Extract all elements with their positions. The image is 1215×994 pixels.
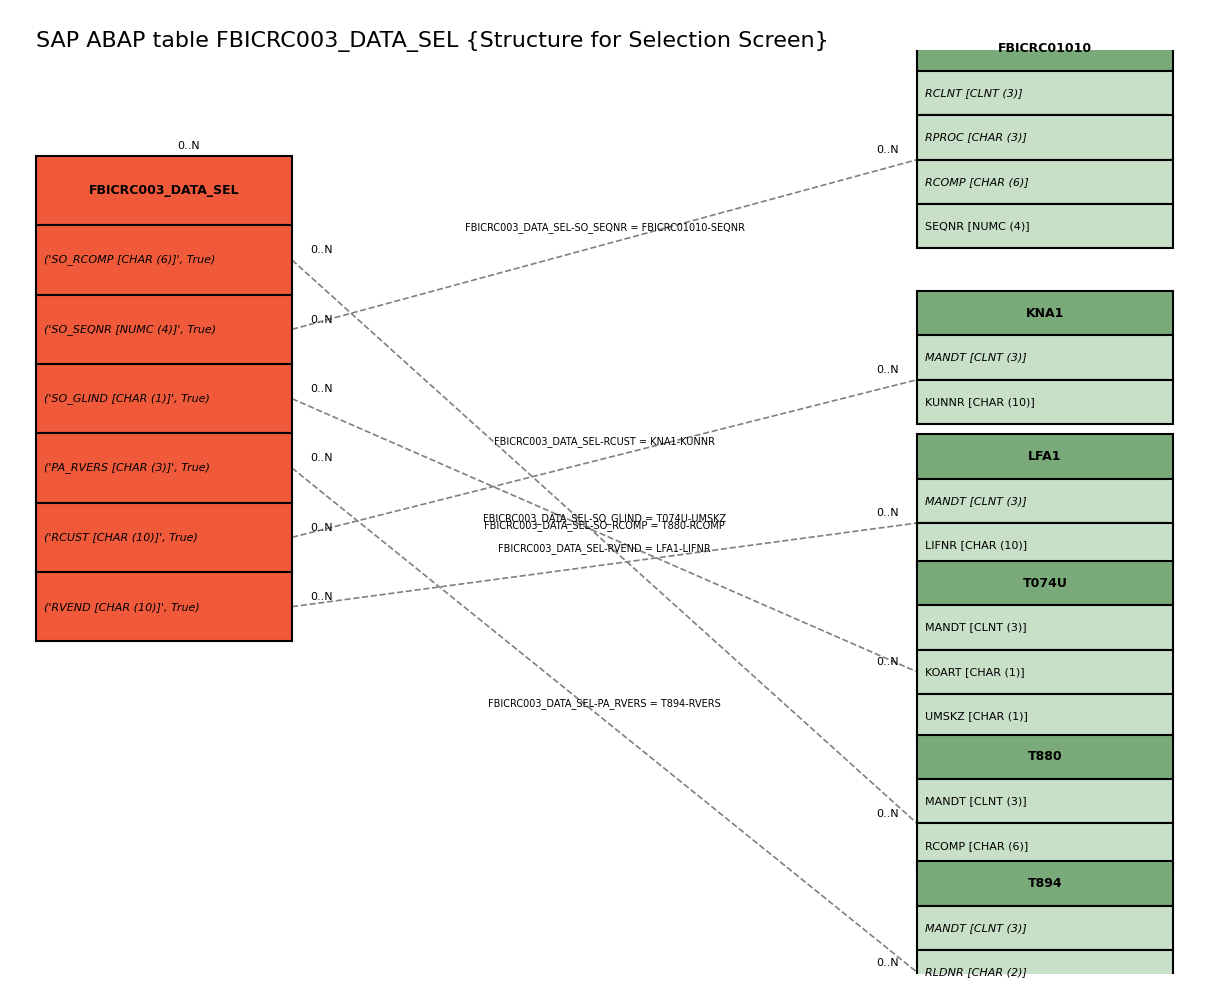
Text: FBICRC003_DATA_SEL-SO_GLIND = T074U-UMSKZ: FBICRC003_DATA_SEL-SO_GLIND = T074U-UMSK… [482, 513, 727, 524]
Text: SAP ABAP table FBICRC003_DATA_SEL {Structure for Selection Screen}: SAP ABAP table FBICRC003_DATA_SEL {Struc… [36, 31, 829, 53]
FancyBboxPatch shape [36, 226, 292, 294]
FancyBboxPatch shape [917, 605, 1172, 650]
FancyBboxPatch shape [917, 694, 1172, 739]
Text: T880: T880 [1028, 750, 1062, 763]
Text: FBICRC003_DATA_SEL-SO_RCOMP = T880-RCOMP: FBICRC003_DATA_SEL-SO_RCOMP = T880-RCOMP [484, 520, 725, 531]
Text: MANDT [CLNT (3)]: MANDT [CLNT (3)] [926, 796, 1027, 806]
FancyBboxPatch shape [917, 862, 1172, 906]
Text: FBICRC01010: FBICRC01010 [998, 43, 1092, 56]
Text: LFA1: LFA1 [1028, 450, 1062, 463]
Text: RCOMP [CHAR (6)]: RCOMP [CHAR (6)] [926, 177, 1029, 187]
Text: 0..N: 0..N [876, 365, 899, 375]
Text: UMSKZ [CHAR (1)]: UMSKZ [CHAR (1)] [926, 711, 1028, 722]
Text: 0..N: 0..N [310, 246, 333, 255]
Text: ('RCUST [CHAR (10)]', True): ('RCUST [CHAR (10)]', True) [44, 533, 198, 543]
Text: ('SO_GLIND [CHAR (1)]', True): ('SO_GLIND [CHAR (1)]', True) [44, 394, 210, 405]
FancyBboxPatch shape [36, 294, 292, 364]
FancyBboxPatch shape [917, 479, 1172, 523]
FancyBboxPatch shape [36, 156, 292, 226]
Text: 0..N: 0..N [876, 508, 899, 519]
Text: ('SO_SEQNR [NUMC (4)]', True): ('SO_SEQNR [NUMC (4)]', True) [44, 324, 216, 335]
FancyBboxPatch shape [917, 380, 1172, 424]
Text: 0..N: 0..N [310, 384, 333, 394]
FancyBboxPatch shape [36, 433, 292, 503]
Text: RCLNT [CLNT (3)]: RCLNT [CLNT (3)] [926, 88, 1023, 98]
FancyBboxPatch shape [36, 364, 292, 433]
FancyBboxPatch shape [917, 561, 1172, 605]
FancyBboxPatch shape [917, 335, 1172, 380]
FancyBboxPatch shape [917, 950, 1172, 994]
FancyBboxPatch shape [917, 204, 1172, 248]
Text: LIFNR [CHAR (10)]: LIFNR [CHAR (10)] [926, 540, 1028, 551]
Text: FBICRC003_DATA_SEL-SO_SEQNR = FBICRC01010-SEQNR: FBICRC003_DATA_SEL-SO_SEQNR = FBICRC0101… [464, 223, 745, 234]
Text: SEQNR [NUMC (4)]: SEQNR [NUMC (4)] [926, 222, 1030, 232]
FancyBboxPatch shape [917, 523, 1172, 568]
Text: RLDNR [CHAR (2)]: RLDNR [CHAR (2)] [926, 967, 1028, 977]
Text: KUNNR [CHAR (10)]: KUNNR [CHAR (10)] [926, 397, 1035, 407]
Text: MANDT [CLNT (3)]: MANDT [CLNT (3)] [926, 496, 1027, 506]
Text: RPROC [CHAR (3)]: RPROC [CHAR (3)] [926, 132, 1028, 142]
Text: ('PA_RVERS [CHAR (3)]', True): ('PA_RVERS [CHAR (3)]', True) [44, 462, 210, 473]
Text: 0..N: 0..N [876, 145, 899, 155]
FancyBboxPatch shape [917, 71, 1172, 115]
FancyBboxPatch shape [917, 735, 1172, 779]
Text: MANDT [CLNT (3)]: MANDT [CLNT (3)] [926, 622, 1027, 632]
Text: KOART [CHAR (1)]: KOART [CHAR (1)] [926, 667, 1025, 677]
Text: 0..N: 0..N [176, 141, 199, 151]
FancyBboxPatch shape [917, 291, 1172, 335]
Text: 0..N: 0..N [310, 592, 333, 602]
Text: T894: T894 [1028, 877, 1062, 890]
FancyBboxPatch shape [917, 650, 1172, 694]
Text: T074U: T074U [1023, 577, 1068, 589]
Text: 0..N: 0..N [876, 957, 899, 967]
FancyBboxPatch shape [917, 779, 1172, 823]
Text: 0..N: 0..N [876, 809, 899, 819]
FancyBboxPatch shape [917, 434, 1172, 479]
FancyBboxPatch shape [917, 27, 1172, 71]
Text: 0..N: 0..N [876, 657, 899, 667]
FancyBboxPatch shape [917, 823, 1172, 868]
FancyBboxPatch shape [36, 503, 292, 572]
Text: ('RVEND [CHAR (10)]', True): ('RVEND [CHAR (10)]', True) [44, 601, 200, 611]
FancyBboxPatch shape [917, 160, 1172, 204]
Text: RCOMP [CHAR (6)]: RCOMP [CHAR (6)] [926, 841, 1029, 851]
Text: 0..N: 0..N [310, 315, 333, 325]
Text: FBICRC003_DATA_SEL-RVEND = LFA1-LIFNR: FBICRC003_DATA_SEL-RVEND = LFA1-LIFNR [498, 543, 711, 554]
Text: FBICRC003_DATA_SEL-RCUST = KNA1-KUNNR: FBICRC003_DATA_SEL-RCUST = KNA1-KUNNR [495, 436, 714, 447]
Text: FBICRC003_DATA_SEL: FBICRC003_DATA_SEL [89, 184, 239, 197]
Text: 0..N: 0..N [310, 523, 333, 533]
Text: KNA1: KNA1 [1025, 307, 1064, 320]
Text: 0..N: 0..N [310, 453, 333, 463]
Text: FBICRC003_DATA_SEL-PA_RVERS = T894-RVERS: FBICRC003_DATA_SEL-PA_RVERS = T894-RVERS [488, 698, 720, 709]
Text: MANDT [CLNT (3)]: MANDT [CLNT (3)] [926, 922, 1027, 933]
FancyBboxPatch shape [917, 115, 1172, 160]
Text: MANDT [CLNT (3)]: MANDT [CLNT (3)] [926, 353, 1027, 363]
FancyBboxPatch shape [36, 572, 292, 641]
FancyBboxPatch shape [917, 906, 1172, 950]
Text: ('SO_RCOMP [CHAR (6)]', True): ('SO_RCOMP [CHAR (6)]', True) [44, 254, 216, 265]
